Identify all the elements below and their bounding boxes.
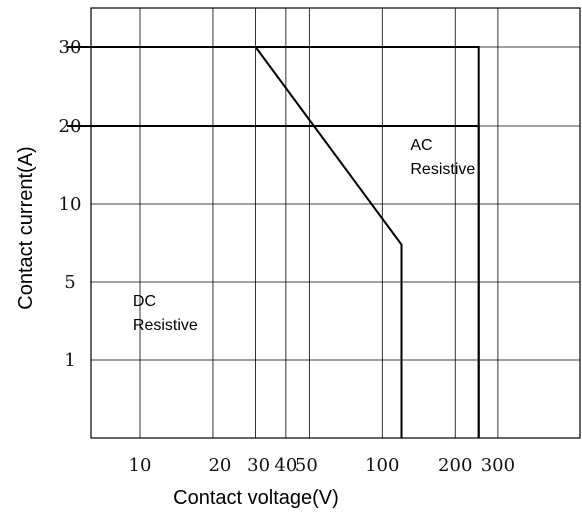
series-line-2 — [67, 46, 403, 438]
x-tick-label: 10 — [129, 455, 152, 476]
y-tick-labels: 1 5 10 20 30 — [59, 37, 82, 371]
x-tick-label: 40 — [274, 455, 297, 476]
series-line-3 — [255, 46, 480, 438]
annotation-text: AC — [410, 137, 432, 154]
annotations: AC Resistive DC Resistive — [133, 137, 475, 334]
y-tick-label: 5 — [64, 272, 75, 293]
y-tick-label: 10 — [59, 194, 82, 215]
series-lines — [67, 46, 480, 438]
x-tick-label: 30 — [247, 455, 270, 476]
plot-frame — [90, 7, 581, 439]
x-tick-label: 50 — [295, 455, 318, 476]
y-axis-title: Contact current(A) — [15, 146, 37, 309]
y-tick-label: 30 — [59, 37, 82, 58]
grid-lines — [91, 8, 580, 438]
x-tick-label: 20 — [208, 455, 231, 476]
annotation-text: DC — [133, 293, 156, 310]
x-tick-label: 200 — [438, 455, 472, 476]
y-tick-label: 1 — [64, 350, 75, 371]
annotation-text: Resistive — [410, 161, 475, 178]
annotation-text: Resistive — [133, 317, 198, 334]
x-tick-label: 300 — [481, 455, 515, 476]
x-axis-title: Contact voltage(V) — [173, 487, 339, 509]
y-tick-label: 20 — [59, 116, 82, 137]
x-tick-label: 100 — [365, 455, 399, 476]
